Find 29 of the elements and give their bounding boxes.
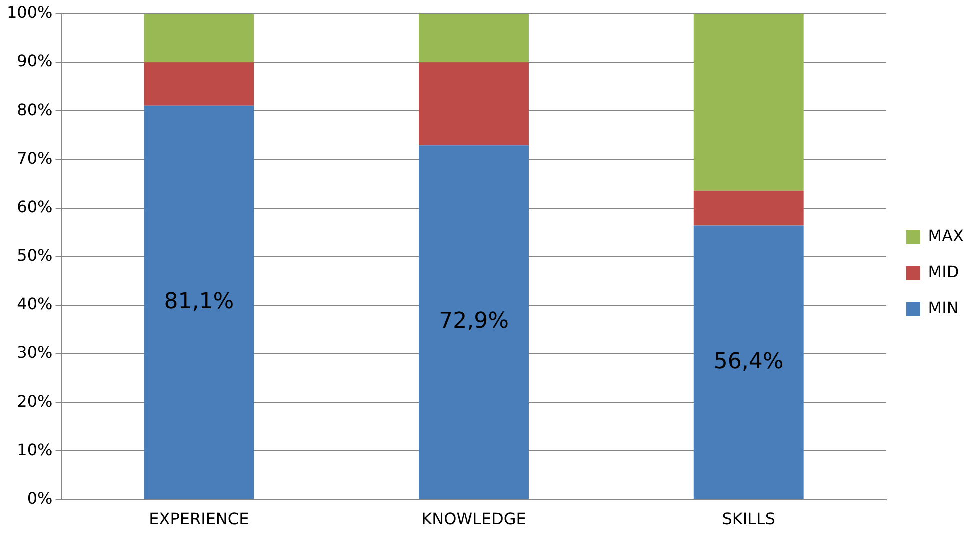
- y-tick-label: 20%: [17, 392, 53, 411]
- bar: [144, 106, 254, 500]
- bar: [144, 62, 254, 106]
- bar: [419, 62, 529, 146]
- y-tick-label: 80%: [17, 100, 53, 120]
- x-tick-label: SKILLS: [722, 510, 776, 529]
- bar: [694, 14, 804, 191]
- bar: [144, 14, 254, 63]
- bar: [419, 14, 529, 63]
- data-label: 56,4%: [714, 349, 784, 374]
- legend-label: MID: [928, 262, 960, 282]
- bar: [419, 146, 529, 500]
- y-tick-label: 100%: [6, 3, 53, 22]
- y-tick-label: 50%: [17, 246, 53, 266]
- x-tick-label: KNOWLEDGE: [422, 510, 526, 529]
- x-tick-label: EXPERIENCE: [149, 510, 250, 529]
- y-tick-label: 60%: [17, 197, 53, 216]
- data-label: 72,9%: [439, 309, 509, 334]
- y-tick-label: 0%: [27, 488, 53, 508]
- y-tick-label: 40%: [17, 294, 53, 314]
- legend-label: MIN: [928, 298, 959, 318]
- y-tick-label: 70%: [17, 148, 53, 168]
- y-tick-label: 30%: [17, 343, 53, 362]
- legend-label: MAX: [928, 226, 964, 246]
- data-label: 81,1%: [164, 289, 234, 314]
- bar: [694, 226, 804, 500]
- bar: [694, 190, 804, 226]
- y-tick-label: 10%: [17, 440, 53, 460]
- y-tick-label: 90%: [17, 52, 53, 71]
